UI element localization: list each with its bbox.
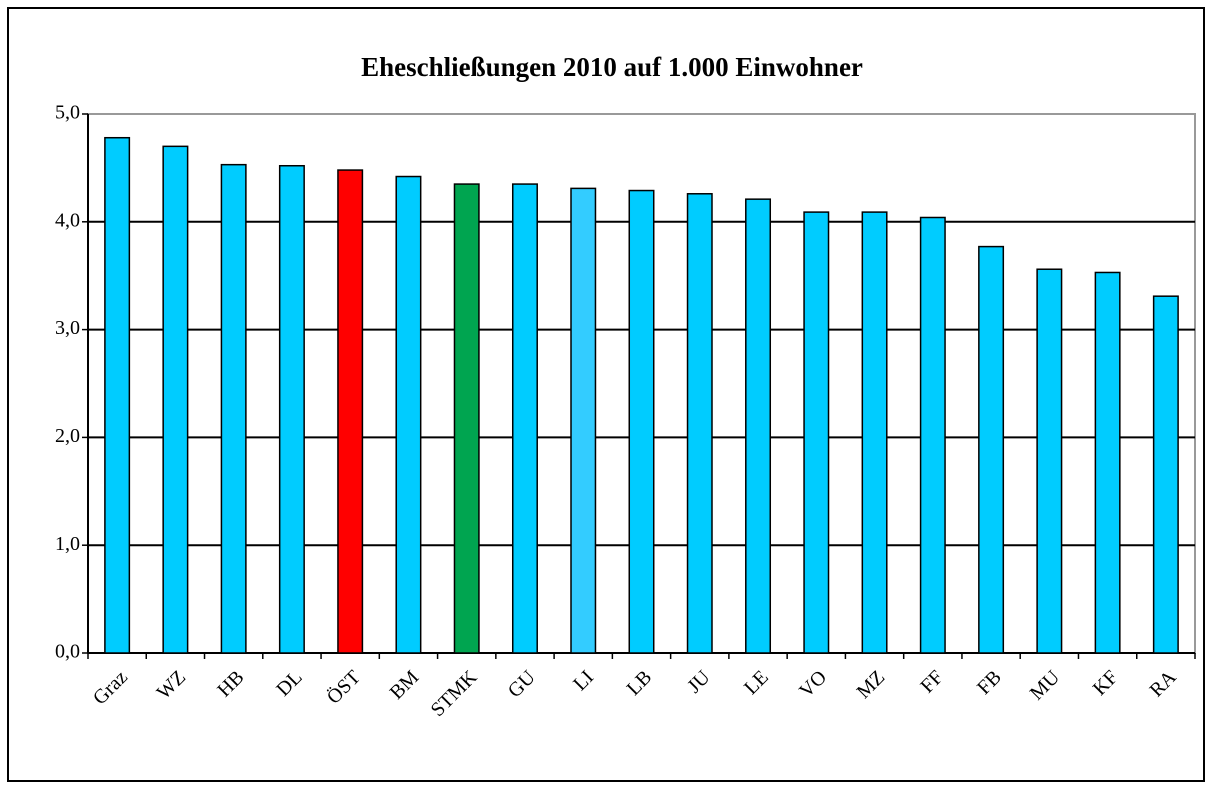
bar bbox=[278, 164, 305, 654]
bar bbox=[337, 169, 364, 654]
y-tick-label: 3,0 bbox=[55, 317, 80, 339]
bar bbox=[1094, 271, 1121, 654]
bar bbox=[453, 183, 480, 654]
bar bbox=[570, 187, 597, 654]
bar bbox=[1152, 295, 1179, 654]
bar bbox=[395, 175, 422, 654]
bar bbox=[104, 136, 131, 654]
y-tick-label: 0,0 bbox=[55, 641, 80, 663]
y-tick-label: 2,0 bbox=[55, 425, 80, 447]
bar bbox=[628, 189, 655, 654]
y-tick-label: 5,0 bbox=[55, 102, 80, 124]
bar bbox=[919, 216, 946, 654]
chart-title: Eheschließungen 2010 auf 1.000 Einwohner bbox=[361, 52, 863, 82]
bar bbox=[511, 183, 538, 654]
bar bbox=[978, 245, 1005, 654]
bar bbox=[220, 163, 247, 654]
bar bbox=[1036, 268, 1063, 654]
bar bbox=[861, 211, 888, 654]
y-tick-label: 1,0 bbox=[55, 533, 80, 555]
bar bbox=[686, 193, 713, 654]
y-tick-label: 4,0 bbox=[55, 209, 80, 231]
bar bbox=[803, 211, 830, 654]
bar bbox=[745, 198, 772, 654]
bar bbox=[162, 145, 189, 654]
